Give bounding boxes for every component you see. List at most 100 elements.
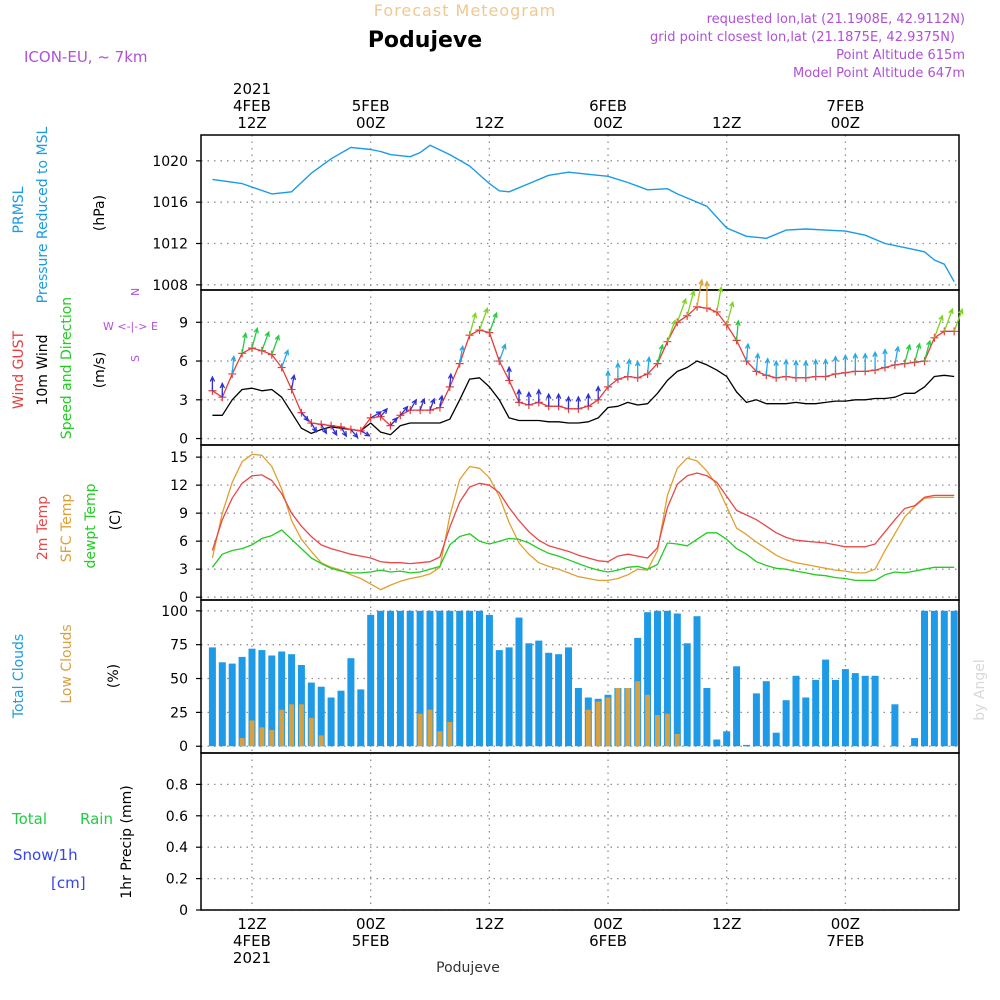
- low-cloud-bar: [674, 734, 680, 747]
- total-cloud-bar: [822, 659, 830, 747]
- wind10m-series-line: [212, 360, 955, 436]
- total-cloud-bar: [861, 675, 869, 747]
- wind-dir-label: Speed and Direction: [59, 297, 75, 439]
- wind-arrow: [656, 343, 665, 364]
- wind-arrow: [744, 342, 751, 362]
- wind-arrow: [350, 429, 359, 439]
- wind-arrow: [704, 280, 710, 309]
- wind-arrow: [330, 425, 338, 437]
- total-cloud-bar: [456, 610, 464, 747]
- wind-arrow: [595, 385, 601, 400]
- wind-arrow: [478, 306, 489, 331]
- total-cloud-bar: [268, 655, 276, 747]
- bottom-time-label: 12Z: [237, 915, 266, 933]
- precip-total-label: Total: [11, 810, 47, 828]
- total-cloud-bar: [851, 673, 859, 747]
- wind-arrow: [813, 358, 819, 377]
- top-time-label: 4FEB: [233, 97, 271, 115]
- low-cloud-bar: [645, 694, 651, 747]
- total-cloud-bar: [476, 610, 483, 747]
- total-cloud-bar: [930, 610, 938, 747]
- total-cloud-bar: [743, 744, 750, 747]
- pressure-panel-labels: PRMSL Pressure Reduced to MSL (hPa): [11, 126, 108, 303]
- low-cloud-bar: [447, 721, 453, 747]
- total-cloud-bar: [515, 617, 523, 747]
- total-cloud-bar: [772, 732, 780, 747]
- total-cloud-bar: [940, 610, 948, 747]
- panel-0: 1008 1012 1016 1020: [152, 134, 960, 294]
- total-cloud-bar: [574, 688, 582, 747]
- wind-arrow: [764, 357, 771, 376]
- wind-arrow: [370, 411, 383, 419]
- top-time-label: 7FEB: [826, 97, 864, 115]
- total-cloud-bar: [248, 648, 256, 747]
- total-cloud-bar: [278, 651, 286, 747]
- bottom-time-label: 2021: [233, 949, 271, 967]
- bottom-time-label: 00Z: [831, 915, 860, 933]
- wind-arrow: [526, 391, 532, 405]
- gust-point: [386, 421, 395, 430]
- gust-point: [910, 358, 919, 367]
- total-cloud-bar: [396, 610, 404, 747]
- wind-arrow: [447, 372, 454, 387]
- y-tick-label: 0.4: [166, 840, 188, 856]
- low-cloud-bar: [664, 713, 670, 747]
- gust-point: [277, 363, 286, 372]
- wind-arrow: [320, 423, 328, 435]
- plot-area: 1008101210161020036903691215025507510000…: [152, 134, 964, 919]
- total-cloud-bar: [683, 643, 691, 747]
- wind-arrow: [555, 392, 562, 407]
- gust-point: [396, 411, 405, 420]
- panel-frame: [200, 752, 960, 911]
- total-cloud-bar: [347, 658, 355, 747]
- wind-arrow: [783, 358, 789, 377]
- wind-arrow: [399, 405, 409, 416]
- wind-10m-label: 10m Wind: [35, 334, 51, 405]
- chart-title: Forecast Meteogram: [374, 1, 556, 20]
- wind-arrow: [419, 397, 426, 411]
- total-clouds-label: Total Clouds: [11, 634, 27, 719]
- wind-panel-labels: Wind GUST 10m Wind Speed and Direction (…: [11, 288, 158, 439]
- wind-arrow: [913, 342, 922, 363]
- total-cloud-bar: [911, 738, 919, 747]
- gust-point: [920, 357, 929, 366]
- wind-arrow: [300, 412, 310, 422]
- y-tick-label: 1020: [152, 154, 188, 170]
- wind-arrow: [626, 358, 632, 377]
- gust-point: [406, 406, 415, 415]
- low-cloud-bar: [655, 715, 660, 747]
- total-cloud-bar: [733, 666, 741, 747]
- y-tick-label: 0: [179, 739, 188, 755]
- cloud-panel-labels: Total Clouds Low Clouds (%): [11, 624, 122, 719]
- y-tick-label: 1008: [152, 278, 188, 294]
- total-cloud-bar: [238, 656, 246, 747]
- requested-lonlat: requested lon,lat (21.1908E, 42.9112N): [707, 12, 965, 27]
- wind-arrow: [585, 392, 591, 407]
- wind-gust-label: Wind GUST: [11, 330, 27, 409]
- pressure-msl-label: Pressure Reduced to MSL: [35, 126, 51, 303]
- wind-arrow: [575, 395, 582, 409]
- gust-point: [900, 359, 909, 368]
- wind-arrow: [271, 334, 280, 355]
- wind-arrow: [953, 307, 964, 332]
- y-tick-label: 0.2: [166, 872, 188, 888]
- wind-arrow: [822, 358, 829, 377]
- y-tick-label: 25: [170, 705, 188, 721]
- panel-2: 0 3 6 9 12 15: [170, 444, 960, 606]
- grid-lonlat: grid point closest lon,lat (21.1875E, 42…: [650, 30, 955, 45]
- y-tick-label: 0.6: [166, 809, 188, 825]
- top-time-label: 2021: [233, 80, 271, 98]
- y-tick-label: 0: [179, 432, 188, 448]
- wind-arrow: [605, 369, 611, 387]
- wind-arrow: [634, 360, 641, 378]
- total-cloud-bar: [673, 613, 681, 747]
- wind-arrow: [923, 339, 932, 362]
- total-cloud-bar: [555, 654, 563, 747]
- gust-point: [465, 331, 474, 340]
- precip-rain-label: Rain: [80, 810, 113, 828]
- total-cloud-bar: [466, 610, 474, 747]
- total-cloud-bar: [426, 610, 434, 747]
- total-cloud-bar: [723, 731, 731, 747]
- temp-panel-labels: 2m Temp SFC Temp dewpt Temp (C): [35, 483, 124, 568]
